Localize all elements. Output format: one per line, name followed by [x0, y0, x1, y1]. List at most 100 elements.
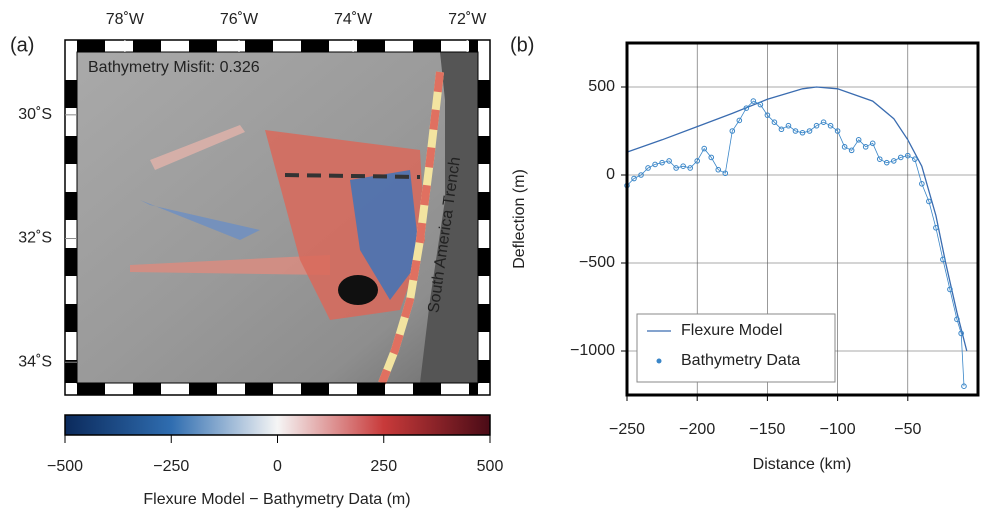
colorbar-tick-label: 500 [477, 458, 504, 475]
frame-block [357, 383, 385, 395]
data-point [961, 383, 967, 390]
data-point [862, 144, 869, 150]
data-point [799, 129, 806, 136]
x-tick-label: −200 [679, 421, 715, 438]
frame-block [478, 80, 490, 108]
data-point [778, 126, 785, 133]
data-point [652, 161, 658, 168]
frame-block [478, 248, 490, 276]
frame-block [65, 304, 77, 332]
frame-block [65, 248, 77, 276]
frame-block [478, 192, 490, 220]
frame-block [133, 383, 161, 395]
data-point [834, 128, 841, 134]
plot-frame [625, 41, 980, 397]
data-point [750, 98, 757, 104]
panel-label: (a) [10, 34, 34, 56]
data-point [792, 128, 799, 134]
colorbar [64, 414, 491, 436]
frame-block [189, 40, 217, 52]
data-point [947, 286, 953, 293]
frame-block [189, 383, 217, 395]
x-tick-label: −50 [894, 421, 921, 438]
data-point [905, 152, 911, 159]
frame-block [469, 383, 478, 395]
data-point [855, 137, 862, 143]
data-point [757, 101, 764, 108]
data-point [631, 175, 637, 182]
frame-block [133, 40, 161, 52]
panel-label: (b) [510, 34, 534, 56]
model-line [626, 86, 968, 352]
y-tick-label: 0 [606, 166, 615, 183]
y-tick-label: 500 [588, 78, 615, 95]
frame-block [357, 40, 385, 52]
data-point [940, 256, 946, 263]
data-point [919, 181, 925, 187]
data-point [897, 154, 904, 161]
frame-block [245, 383, 273, 395]
data-point [666, 158, 672, 164]
legend [636, 313, 836, 383]
frame-block [413, 40, 441, 52]
frame-block [77, 40, 105, 52]
x-tick-label: −150 [749, 421, 785, 438]
data-point [764, 112, 771, 118]
colorbar-tick-label: 0 [273, 458, 282, 475]
frame-block [65, 80, 77, 108]
data-point [708, 154, 715, 161]
annotation: Bathymetry Misfit: 0.326 [88, 59, 260, 76]
data-point [785, 122, 792, 129]
y-tick-label: 32˚S [18, 230, 52, 247]
legend-swatch [656, 358, 662, 364]
x-tick-label: 78˚W [106, 11, 145, 28]
data-line [626, 100, 965, 387]
data-point [890, 158, 897, 164]
data-point [876, 156, 883, 162]
frame-block [301, 383, 329, 395]
legend-label: Flexure Model [681, 322, 782, 339]
data-point [743, 105, 750, 111]
data-point [687, 165, 693, 171]
frame-block [469, 40, 478, 52]
frame-block [77, 383, 105, 395]
data-point [736, 117, 743, 124]
data-point [701, 145, 708, 152]
data-point [848, 147, 855, 154]
data-point [659, 159, 665, 166]
x-tick-label: 76˚W [220, 11, 259, 28]
colorbar-tick-label: 250 [370, 458, 397, 475]
data-point [771, 119, 778, 125]
data-point [869, 140, 876, 147]
frame-block [245, 40, 273, 52]
data-point [933, 225, 939, 231]
data-point [912, 156, 918, 162]
frame-block [478, 136, 490, 164]
data-point [806, 128, 813, 134]
y-tick-label: −1000 [570, 342, 615, 359]
frame-block [413, 383, 441, 395]
frame-block [301, 40, 329, 52]
x-tick-label: −250 [609, 421, 645, 438]
data-point [820, 119, 827, 125]
data-point [883, 159, 890, 166]
data-point [715, 166, 722, 173]
x-tick-label: 72˚W [448, 11, 487, 28]
data-point [722, 170, 729, 177]
x-tick-label: 74˚W [334, 11, 373, 28]
x-axis-title: Distance (km) [753, 456, 852, 473]
y-tick-label: 30˚S [18, 106, 52, 123]
data-point [841, 144, 848, 150]
y-tick-label: −500 [579, 254, 615, 271]
y-tick-label: 34˚S [18, 353, 52, 370]
colorbar-label: Flexure Model − Bathymetry Data (m) [143, 491, 410, 508]
data-point [680, 163, 686, 169]
frame-block [478, 360, 490, 383]
map-imagery [77, 52, 478, 385]
frame-block [65, 192, 77, 220]
data-point [729, 128, 736, 134]
data-point [645, 165, 651, 171]
legend-label: Bathymetry Data [681, 352, 800, 369]
frame-block [478, 304, 490, 332]
